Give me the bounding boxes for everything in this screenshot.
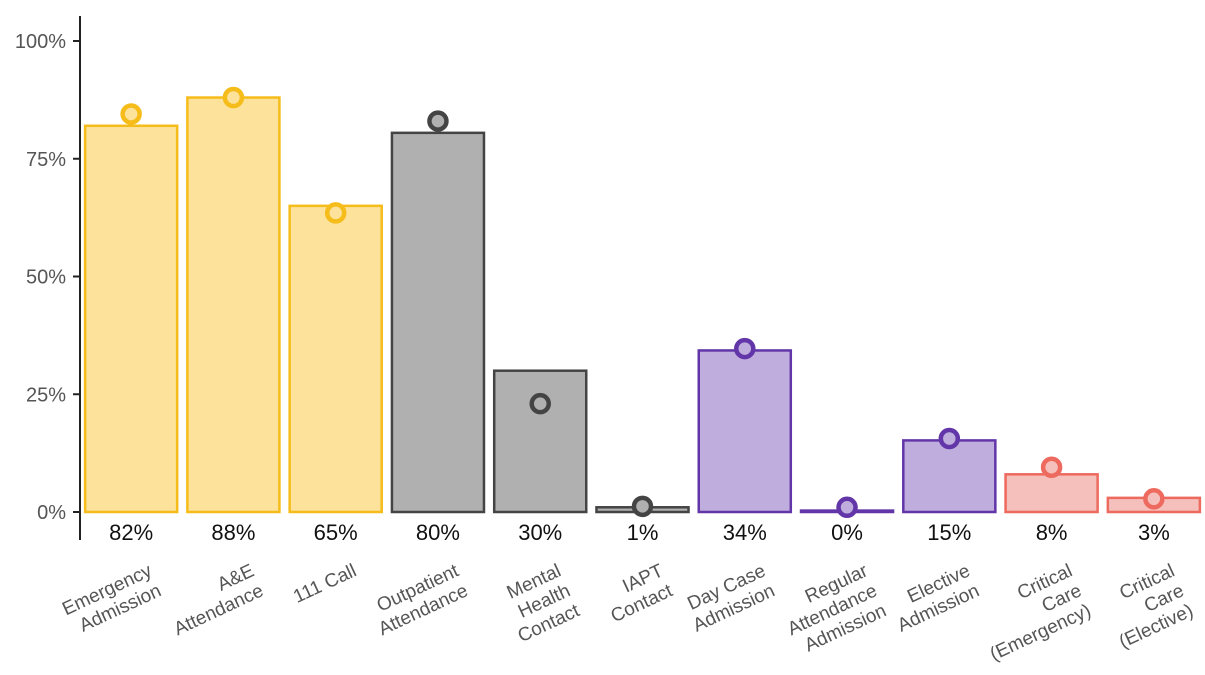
point-marker (938, 427, 961, 450)
point-marker (427, 110, 449, 132)
point-marker (529, 392, 551, 415)
category-label-line: Attendance (171, 580, 267, 640)
y-tick-label: 100% (15, 31, 66, 53)
bar-value-label: 30% (518, 520, 562, 545)
point-marker (1040, 456, 1063, 479)
bar (83, 124, 179, 514)
point-marker (1143, 488, 1165, 510)
point-marker (324, 202, 347, 224)
value-labels: 82% 88% 65% 80% 30% 1% 34% 0% 15% 8% 3% (109, 520, 1170, 545)
point-marker (120, 103, 142, 125)
bar-value-label: 88% (211, 520, 255, 545)
bar (697, 349, 793, 514)
bar-value-label: 8% (1036, 520, 1068, 545)
bar (902, 439, 997, 514)
point-marker (836, 496, 858, 519)
bars-layer (83, 96, 1202, 514)
category-label: 111 Call (290, 560, 359, 607)
point-marker (222, 86, 245, 109)
bar (390, 131, 486, 514)
bar-value-label: 82% (109, 520, 153, 545)
bar-value-label: 65% (314, 520, 358, 545)
points-layer (120, 86, 1165, 519)
bar-value-label: 80% (416, 520, 460, 545)
bar (288, 204, 383, 514)
bar-value-label: 1% (627, 520, 659, 545)
category-label-line: (Emergency) (987, 600, 1094, 665)
category-label-line: 111 Call (290, 560, 359, 607)
y-tick-label: 25% (26, 384, 66, 406)
bar (1004, 473, 1099, 514)
y-tick-label: 75% (26, 149, 66, 171)
bar-value-label: 15% (927, 520, 971, 545)
y-tick-label: 0% (37, 502, 66, 524)
bar (492, 369, 588, 514)
point-marker (631, 495, 654, 518)
y-tick-label: 50% (26, 267, 66, 289)
bar-value-label: 0% (831, 520, 863, 545)
y-ticks: 0% 25% 50% 75% 100% (15, 31, 80, 524)
point-marker (734, 337, 756, 360)
bar-value-label: 34% (723, 520, 767, 545)
bar (186, 96, 281, 514)
bar-value-label: 3% (1138, 520, 1170, 545)
